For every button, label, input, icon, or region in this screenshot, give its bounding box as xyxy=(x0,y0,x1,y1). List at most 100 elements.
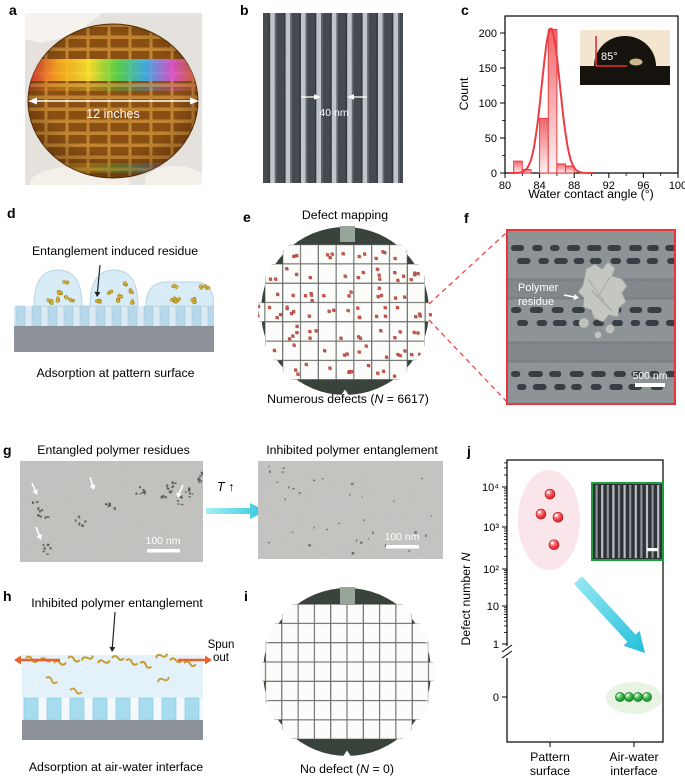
data-points xyxy=(535,488,652,702)
panel-h-caption: Adsorption at air-water interface xyxy=(28,760,204,774)
svg-text:10⁴: 10⁴ xyxy=(482,482,499,494)
temperature-label: T ↑ xyxy=(217,480,235,494)
scale-bar xyxy=(147,549,180,553)
inset-scale-bar xyxy=(647,548,658,552)
panel-letter-g: g xyxy=(3,442,12,458)
inhibited-annotation-label: Inhibited polymer entanglement xyxy=(31,596,203,610)
svg-text:84: 84 xyxy=(533,180,545,192)
panel-letter-i: i xyxy=(244,588,248,604)
wafer-notch xyxy=(341,389,349,396)
substrate xyxy=(14,326,214,352)
die-grid xyxy=(262,604,434,740)
no-defect-caption: No defect (N = 0) xyxy=(300,762,394,776)
scale-bar xyxy=(386,545,419,549)
pitch-label: 40 nm xyxy=(319,107,348,119)
svg-text:88: 88 xyxy=(568,180,580,192)
svg-text:50: 50 xyxy=(485,133,497,145)
svg-text:80: 80 xyxy=(499,180,511,192)
annotation-arrow xyxy=(94,264,101,297)
svg-text:1: 1 xyxy=(493,639,499,651)
entangled-residues-tem: 100 nm xyxy=(20,461,203,562)
clean-pattern-inset xyxy=(591,482,664,561)
wafer-size-label: 12 inches xyxy=(86,107,140,121)
svg-text:0: 0 xyxy=(491,168,497,180)
droplet-1 xyxy=(33,269,83,307)
panel-letter-e: e xyxy=(243,209,251,225)
residue-pointer-arrow xyxy=(563,293,579,301)
defect-sem-image: Polymer residue 500 nm xyxy=(506,229,676,405)
x-axis-label: Water contact angle (°) xyxy=(528,187,653,201)
svg-text:10²: 10² xyxy=(483,564,499,576)
panel-letter-d: d xyxy=(7,205,16,221)
up-arrow-icon: ↑ xyxy=(228,480,235,494)
residue-arrows xyxy=(31,476,184,540)
pattern-surface-cluster-halo xyxy=(518,470,580,570)
die-grid xyxy=(258,244,432,380)
droplet-inset: 85° xyxy=(580,30,670,85)
arrow-right-head xyxy=(190,97,199,105)
hand-bottom-right xyxy=(145,166,202,185)
category-1-line2: surface xyxy=(530,764,570,778)
inset-sem-lines xyxy=(595,485,660,558)
improvement-arrow xyxy=(573,576,645,653)
svg-text:96: 96 xyxy=(637,180,649,192)
air-water-schematic xyxy=(14,611,212,740)
defect-wafer-map xyxy=(258,226,432,396)
arrow-left-head xyxy=(28,97,37,105)
defect-number-axis-label: Defect number N xyxy=(459,552,473,646)
droplet-2 xyxy=(89,269,139,307)
category-1-line1: Pattern xyxy=(530,750,570,764)
spun-out-label: Spun out xyxy=(207,639,235,664)
scale-label: 100 nm xyxy=(384,531,419,543)
hand-top xyxy=(25,13,103,43)
wafer-photo: 12 inches xyxy=(25,13,202,185)
water-droplet xyxy=(594,36,656,66)
polymer-tangles xyxy=(46,278,211,305)
wafer-flat-marker xyxy=(340,226,355,242)
inhibited-entanglement-tem: 100 nm xyxy=(258,461,443,559)
water-speckles xyxy=(34,657,199,696)
count-axis-label: Count xyxy=(457,77,471,111)
wafer-notch xyxy=(343,750,351,757)
category-2-line2: interface xyxy=(610,764,657,778)
panel-letter-c: c xyxy=(461,2,469,18)
svg-text:92: 92 xyxy=(603,180,615,192)
svg-text:150: 150 xyxy=(479,63,497,75)
sem-line-pattern: 40 nm xyxy=(263,13,403,183)
pattern-pillars xyxy=(23,697,200,721)
category-2-line1: Air-water xyxy=(609,750,658,764)
pattern-surface-schematic xyxy=(14,264,214,352)
panel-letter-b: b xyxy=(240,2,249,18)
clean-wafer-map xyxy=(262,587,434,757)
residue-label-line1: Polymer xyxy=(518,282,559,294)
histogram-plot: 80 84 88 92 96 100 0 50 100 150 200 xyxy=(479,15,685,192)
panel-letter-f: f xyxy=(464,210,469,226)
scale-label: 100 nm xyxy=(145,535,180,547)
panel-letter-h: h xyxy=(3,588,12,604)
scale-label: 500 nm xyxy=(632,370,667,382)
substrate xyxy=(22,720,203,740)
contact-angle-histogram: 80 84 88 92 96 100 0 50 100 150 200 85° Water cont… xyxy=(479,15,685,201)
svg-text:10: 10 xyxy=(487,601,499,613)
pattern-gap-layer xyxy=(22,698,203,720)
zoom-connector-lines xyxy=(428,231,508,403)
svg-text:0: 0 xyxy=(493,692,499,704)
right-tem-title: Inhibited polymer entanglement xyxy=(266,443,438,457)
svg-text:100: 100 xyxy=(669,180,685,192)
residue-annotation-label: Entanglement induced residue xyxy=(31,244,199,258)
panel-d-caption: Adsorption at pattern surface xyxy=(36,366,195,380)
droplet-reflection xyxy=(629,58,643,66)
panel-letter-j: j xyxy=(467,443,471,459)
defect-map-title: Defect mapping xyxy=(301,208,389,222)
spin-arrows xyxy=(14,611,212,665)
panel-letter-a: a xyxy=(9,2,17,18)
scale-bar xyxy=(635,383,665,387)
wafer-flat-marker xyxy=(340,587,355,604)
defect-count-caption: Numerous defects (N = 6617) xyxy=(267,392,429,406)
svg-text:200: 200 xyxy=(479,28,497,40)
process-arrow xyxy=(206,503,266,519)
residue-label-line2: residue xyxy=(518,296,554,308)
